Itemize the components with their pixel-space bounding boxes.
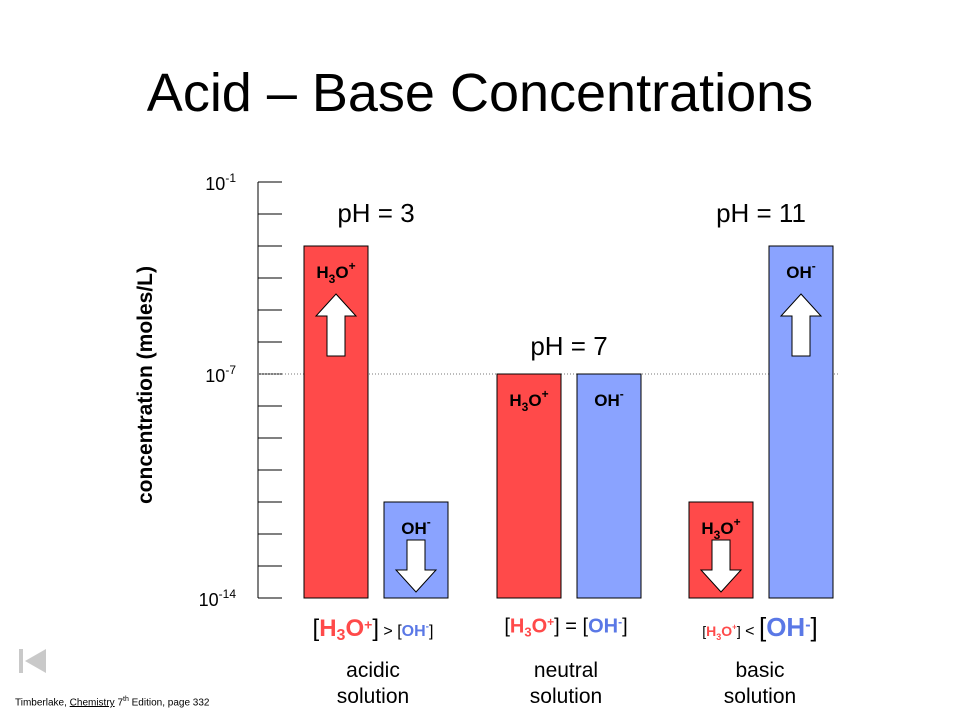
caption-line: solution — [529, 685, 603, 708]
y-axis-title: concentration (moles/L) — [134, 266, 157, 504]
labels: 10-1 10-7 10-14 concentration (moles/L) pH =… — [134, 171, 816, 610]
ph-label: pH = 7 — [530, 331, 607, 361]
bar-label: OH- — [786, 259, 816, 282]
arrow-up-icon — [314, 293, 358, 357]
caption-line: neutral — [533, 659, 599, 682]
citation-edition-sup: th — [123, 696, 129, 703]
citation-rest: Edition, page 332 — [128, 697, 210, 709]
ph-label: pH = 3 — [337, 198, 414, 228]
y-tick-label: 10-7 — [205, 363, 236, 386]
arrow-down-icon — [394, 539, 438, 593]
bar-label: OH- — [401, 515, 431, 538]
concentration-relation: [H3O+] < [OH-] — [702, 612, 818, 643]
bar-h3o — [303, 245, 369, 599]
concentration-relation: [H3O+] > [OH-] — [312, 615, 434, 645]
arrow-up-icon — [779, 293, 823, 357]
bar-label: OH- — [594, 387, 624, 410]
ph-label: pH = 11 — [716, 198, 806, 228]
y-tick-label: 10-14 — [199, 587, 237, 610]
bar-label: H3O+ — [509, 387, 548, 414]
citation: Timberlake, Chemistry 7th Edition, page … — [15, 696, 209, 708]
slide-title: Acid – Base Concentrations — [146, 63, 814, 123]
solution-caption: basic solution — [680, 658, 840, 710]
bar-label: H3O+ — [316, 259, 355, 286]
solution-caption: neutral solution — [486, 658, 646, 710]
first-slide-icon[interactable] — [18, 647, 48, 675]
y-tick-label: 10-1 — [205, 171, 236, 194]
solution-caption: acidic solution — [293, 658, 453, 710]
caption-line: solution — [723, 685, 797, 708]
citation-book: Chemistry — [69, 697, 115, 709]
caption-line: acidic — [346, 659, 400, 682]
citation-edition: 7 — [114, 697, 124, 709]
concentration-relation: [H3O+] = [OH-] — [504, 615, 628, 640]
bar-oh — [576, 373, 642, 599]
bars — [303, 245, 834, 599]
caption-line: basic — [735, 659, 785, 682]
bar-label: H3O+ — [701, 515, 740, 542]
caption-line: solution — [336, 685, 410, 708]
citation-author: Timberlake, — [15, 697, 70, 709]
bar-h3o — [496, 373, 562, 599]
arrow-down-icon — [699, 539, 743, 593]
